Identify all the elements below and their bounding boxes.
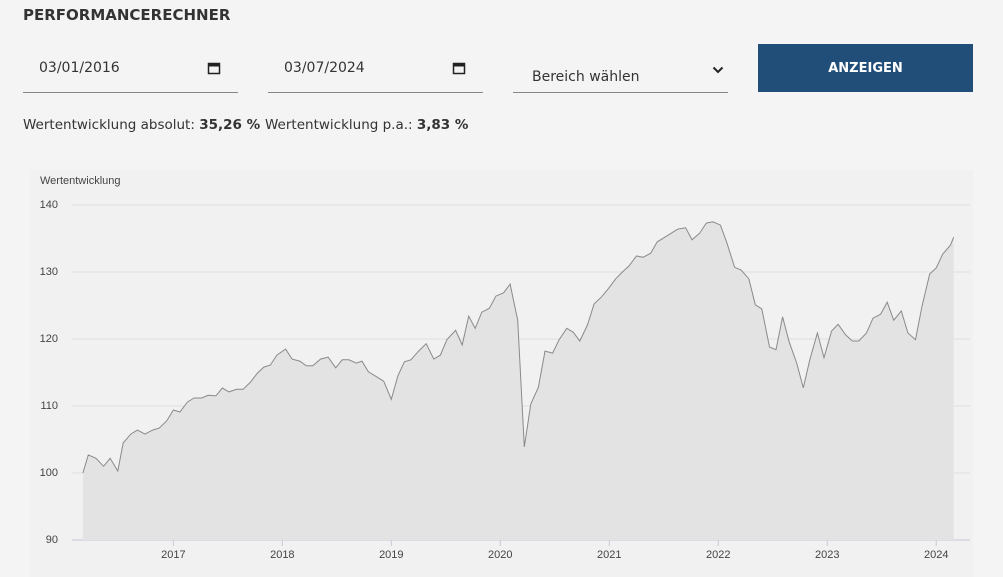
y-tick-label: 130 [40, 266, 58, 278]
x-tick-label: 2022 [706, 549, 730, 561]
x-tick-label: 2024 [924, 549, 948, 561]
end-date-input[interactable]: 03/07/2024 [268, 45, 483, 93]
end-date-value: 03/07/2024 [284, 60, 365, 76]
x-tick-label: 2021 [597, 549, 621, 561]
calendar-icon [207, 62, 221, 75]
x-tick-label: 2017 [161, 549, 185, 561]
chart: Wertentwicklung 90 100 110 120 130 140 2017 201… [30, 170, 973, 577]
stat-value: 35,26 % [199, 117, 261, 133]
start-date-input[interactable]: 03/01/2016 [23, 45, 238, 93]
x-tick-label: 2023 [815, 549, 839, 561]
page-title: PERFORMANCERECHNER [23, 6, 231, 24]
start-date-value: 03/01/2016 [39, 60, 120, 76]
area-line [82, 221, 955, 474]
stat-label: Wertentwicklung p.a.: [265, 117, 413, 133]
range-placeholder: Bereich wählen [532, 69, 640, 85]
x-tick-label: 2019 [379, 549, 403, 561]
y-tick-label: 120 [40, 333, 58, 345]
range-select[interactable]: Bereich wählen [513, 45, 728, 93]
stat-label: Wertentwicklung absolut: [23, 117, 195, 133]
chevron-icon [712, 66, 724, 74]
x-tick-label: 2018 [270, 549, 294, 561]
y-tick-label: 100 [40, 467, 58, 479]
y-tick-label: 110 [40, 400, 58, 412]
x-tick-label: 2020 [488, 549, 512, 561]
stat-value: 3,83 % [416, 117, 469, 133]
y-axis-title: Wertentwicklung [40, 175, 121, 187]
area-fill [82, 221, 954, 541]
calendar-icon [452, 62, 466, 75]
show-button[interactable]: ANZEIGEN [758, 44, 973, 92]
y-tick-label: 140 [40, 199, 58, 211]
y-tick-label: 90 [46, 534, 58, 546]
stat-absolute: Wertentwicklung absolut: 35,26 % [23, 117, 260, 133]
stat-pa: Wertentwicklung p.a.: 3,83 % [265, 117, 468, 133]
